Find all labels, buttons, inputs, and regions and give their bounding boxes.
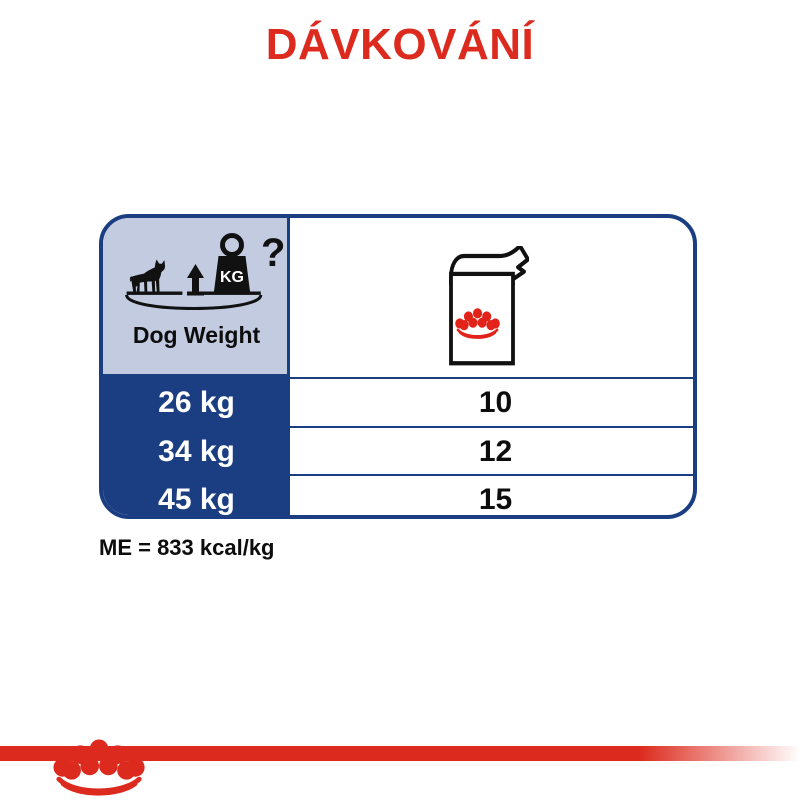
svg-text:KG: KG: [220, 269, 244, 286]
svg-text:?: ?: [261, 231, 285, 275]
